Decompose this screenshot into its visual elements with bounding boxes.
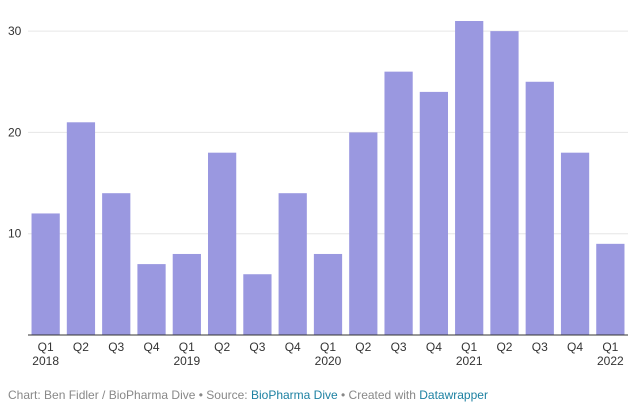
footer-created-with: • Created with [337, 388, 420, 402]
bar-7-q3 [243, 274, 272, 335]
y-tick-label-20: 20 [8, 125, 22, 139]
x-tick-label-5: Q1 2019 [173, 340, 200, 368]
bar-1-q1-2018 [31, 213, 60, 335]
bar-9-q1-2020 [313, 253, 343, 335]
x-axis-ticks: Q1 2018 Q2 Q3 Q4 Q1 2019 Q2 Q3 Q4 Q1 2020 Q2 Q3 Q4 Q1 20… [32, 340, 624, 368]
x-tick-label-15: Q3 [532, 340, 548, 354]
bar-4-q4 [137, 264, 166, 335]
x-tick-label-12: Q4 [426, 340, 442, 354]
x-tick-label-17: Q1 2022 [597, 340, 624, 368]
x-tick-label-1: Q1 2018 [32, 340, 59, 368]
bar-13-q1-2021 [455, 21, 484, 335]
bar-2-q2 [66, 122, 96, 335]
y-axis-ticks: 10 20 30 [8, 24, 22, 241]
x-tick-label-7: Q3 [249, 340, 265, 354]
x-tick-label-11: Q3 [391, 340, 407, 354]
footer-credit: Chart: Ben Fidler / BioPharma Dive • Sou… [8, 388, 251, 402]
bar-12-q4 [419, 91, 448, 336]
bar-14-q2 [490, 31, 519, 335]
bar-6-q2 [208, 152, 237, 335]
bar-10-q2 [349, 132, 378, 335]
bars [28, 21, 628, 336]
x-tick-label-6: Q2 [214, 340, 230, 354]
chart-area: 10 20 30 Q1 2018 Q2 Q3 Q4 Q1 2019 Q2 Q3 Q4 Q1 2020 Q2 Q… [8, 21, 628, 368]
bar-17-q1-2022 [596, 243, 625, 335]
x-tick-label-10: Q2 [355, 340, 371, 354]
x-tick-label-8: Q4 [285, 340, 301, 354]
y-tick-label-30: 30 [8, 24, 22, 38]
y-tick-label-10: 10 [8, 227, 22, 241]
x-tick-label-13: Q1 2021 [456, 340, 483, 368]
bar-8-q4 [278, 193, 307, 335]
bar-15-q3 [525, 81, 554, 336]
x-tick-label-4: Q4 [144, 340, 160, 354]
x-tick-label-14: Q2 [496, 340, 512, 354]
bar-11-q3 [384, 71, 413, 336]
x-tick-label-16: Q4 [567, 340, 583, 354]
bar-16-q4 [560, 152, 590, 335]
x-tick-label-3: Q3 [108, 340, 124, 354]
datawrapper-link[interactable]: Datawrapper [419, 388, 488, 402]
bar-3-q3 [102, 193, 131, 335]
bar-5-q1-2019 [172, 253, 201, 335]
source-link[interactable]: BioPharma Dive [250, 388, 338, 402]
chart-footer: Chart: Ben Fidler / BioPharma Dive • Sou… [8, 388, 488, 402]
x-tick-label-2: Q2 [73, 340, 89, 354]
x-tick-label-9: Q1 2020 [315, 340, 342, 368]
